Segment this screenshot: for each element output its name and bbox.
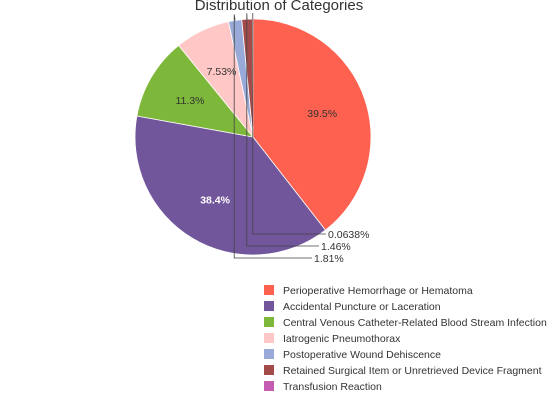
legend-swatch-7 <box>264 381 274 391</box>
slice-label-2: 38.4% <box>200 195 230 207</box>
slice-label-3: 11.3% <box>176 95 205 107</box>
legend-label-4: Iatrogenic Pneumothorax <box>283 333 401 345</box>
legend-label-1: Perioperative Hemorrhage or Hematoma <box>283 285 473 297</box>
legend-swatch-1 <box>264 285 274 295</box>
chart-legend: Perioperative Hemorrhage or Hematoma Acci… <box>264 285 547 393</box>
chart-title: Distribution of Categories <box>195 0 363 14</box>
slice-label-7: 0.0638% <box>328 229 369 241</box>
legend-label-3: Central Venous Catheter-Related Blood St… <box>283 317 547 329</box>
legend-swatch-6 <box>264 365 274 375</box>
legend-swatch-2 <box>264 301 274 311</box>
slice-label-5: 1.81% <box>314 253 344 265</box>
legend-label-7: Transfusion Reaction <box>283 381 382 393</box>
legend-label-5: Postoperative Wound Dehiscence <box>283 349 441 361</box>
slice-label-6: 1.46% <box>321 241 351 253</box>
legend-swatch-4 <box>264 333 274 343</box>
legend-swatch-3 <box>264 317 274 327</box>
slice-label-1: 39.5% <box>307 108 337 120</box>
legend-swatch-5 <box>264 349 274 359</box>
legend-label-6: Retained Surgical Item or Unretrieved De… <box>283 365 542 377</box>
slice-label-4: 7.53% <box>207 66 237 78</box>
legend-label-2: Accidental Puncture or Laceration <box>283 301 441 313</box>
